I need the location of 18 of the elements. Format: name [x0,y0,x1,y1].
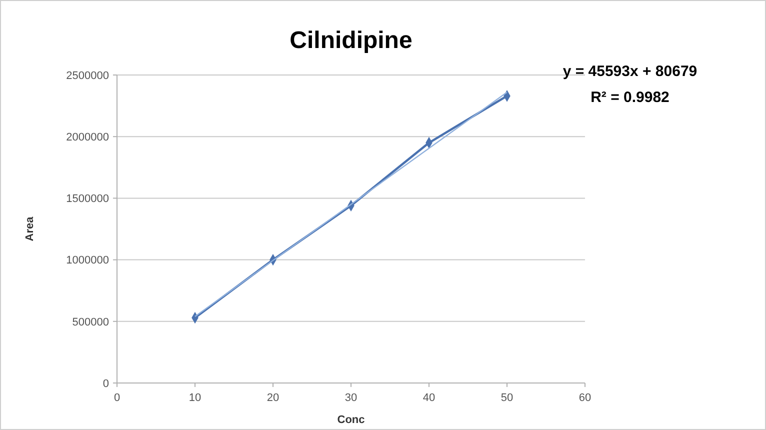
y-tick-label: 0 [102,378,109,390]
y-tick-label: 1500000 [66,193,109,206]
x-tick-label: 10 [188,392,202,404]
y-tick-label: 2000000 [66,131,109,144]
x-tick-label: 40 [422,392,436,404]
x-axis-title: Conc [337,414,365,426]
y-tick-label: 2500000 [66,70,109,82]
y-axis-title: Area [24,216,36,242]
x-tick-label: 20 [266,392,280,404]
x-tick-label: 30 [344,392,358,404]
x-tick-label: 60 [578,392,592,404]
y-tick-label: 500000 [72,316,109,328]
annotation: y = 45593x + 80679 [562,63,698,80]
x-tick-label: 0 [114,392,120,404]
y-tick-label: 1000000 [66,254,109,267]
x-tick-label: 50 [500,392,514,404]
text: R² = 0.9982 [590,89,670,106]
chart-title: Cilnidipine [290,27,412,54]
